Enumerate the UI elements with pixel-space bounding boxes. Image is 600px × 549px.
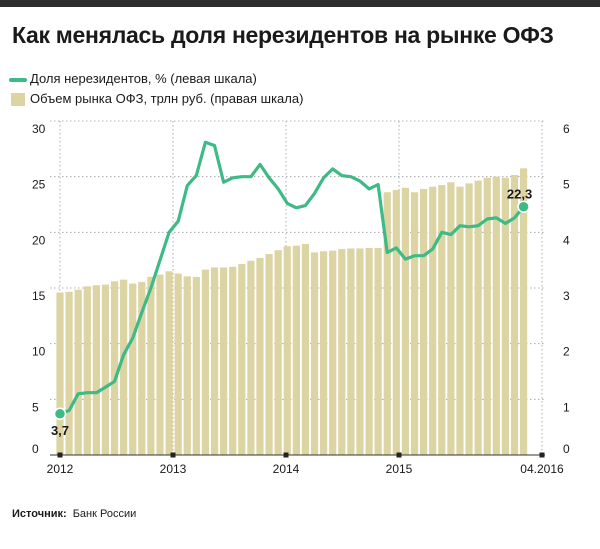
left-axis-tick-label: 15 xyxy=(32,289,46,303)
left-axis-tick-label: 25 xyxy=(32,178,46,192)
x-axis-tick-label: 2013 xyxy=(160,462,187,476)
volume-bar xyxy=(110,281,119,455)
data-label: 22,3 xyxy=(507,187,532,202)
legend-line-swatch xyxy=(9,78,27,82)
x-axis-tick-label: 2012 xyxy=(47,462,74,476)
volume-bar xyxy=(183,276,191,455)
volume-bar xyxy=(101,284,110,455)
volume-bar xyxy=(83,286,91,455)
left-axis-tick-label: 20 xyxy=(32,233,46,247)
volume-bar xyxy=(492,176,500,455)
volume-bar xyxy=(174,273,182,455)
volume-bar xyxy=(410,192,419,455)
left-axis-tick-label: 30 xyxy=(32,122,46,136)
volume-bar xyxy=(420,188,428,455)
volume-bar xyxy=(238,264,246,455)
right-axis-tick-label: 5 xyxy=(563,178,570,192)
source-note: Источник: Банк России xyxy=(12,508,136,520)
volume-bar xyxy=(147,276,155,455)
volume-bar xyxy=(510,174,519,455)
volume-bar xyxy=(465,183,473,455)
left-axis-tick-label: 0 xyxy=(32,442,39,456)
volume-bar xyxy=(283,246,291,455)
volume-bar xyxy=(501,177,510,455)
volume-bar xyxy=(120,279,128,455)
volume-bar xyxy=(165,271,173,455)
volume-bar xyxy=(74,289,82,455)
volume-bar xyxy=(229,266,237,455)
volume-bar xyxy=(483,177,491,455)
volume-bar xyxy=(220,267,228,455)
volume-bar xyxy=(138,281,146,455)
right-axis-tick-label: 0 xyxy=(563,442,570,456)
volume-bar xyxy=(256,257,264,455)
line-end-marker xyxy=(517,200,530,213)
volume-bar xyxy=(56,292,64,455)
volume-bar xyxy=(310,252,319,455)
left-axis-tick-label: 5 xyxy=(32,400,39,414)
volume-bar xyxy=(429,186,437,456)
legend-bar-swatch xyxy=(11,93,25,106)
right-axis-tick-label: 3 xyxy=(563,289,570,303)
right-axis-tick-label: 2 xyxy=(563,345,570,359)
x-axis-tick-mark xyxy=(170,452,176,458)
x-axis-tick-mark xyxy=(396,452,402,458)
legend-item-nonresident-share: Доля нерезидентов, % (левая шкала) xyxy=(9,71,257,86)
volume-bar xyxy=(129,283,137,455)
source-text: Банк России xyxy=(72,508,137,520)
volume-bar xyxy=(265,254,273,455)
volume-bar xyxy=(365,247,373,455)
line-end-marker xyxy=(53,407,67,421)
chart-title: Как менялась доля нерезидентов на рынке … xyxy=(12,22,554,48)
volume-bar xyxy=(356,248,364,455)
volume-bar xyxy=(474,180,482,455)
volume-bar xyxy=(438,185,446,455)
x-axis-tick-label: 2015 xyxy=(386,462,413,476)
volume-bar xyxy=(292,245,300,455)
left-axis-tick-label: 10 xyxy=(32,345,46,359)
x-axis-tick-mark xyxy=(57,452,63,458)
legend-item-ofz-volume: Объем рынка ОФЗ, трлн руб. (правая шкала… xyxy=(11,91,304,106)
right-axis-tick-label: 1 xyxy=(563,400,570,414)
right-axis-tick-label: 6 xyxy=(563,122,570,136)
volume-bar xyxy=(210,267,219,455)
legend-label-nonresident-share: Доля нерезидентов, % (левая шкала) xyxy=(30,71,257,86)
volume-bar xyxy=(392,190,400,455)
volume-bar xyxy=(329,250,337,455)
top-accent-bar xyxy=(0,0,600,7)
volume-bar xyxy=(274,250,282,455)
volume-bar xyxy=(447,182,455,455)
volume-bar xyxy=(156,274,164,455)
volume-bar xyxy=(338,249,346,455)
x-axis-tick-mark xyxy=(539,452,545,458)
volume-bar xyxy=(92,285,100,455)
volume-bar xyxy=(65,291,73,455)
legend-label-ofz-volume: Объем рынка ОФЗ, трлн руб. (правая шкала… xyxy=(30,91,304,106)
x-axis-tick-mark xyxy=(283,452,289,458)
volume-bar xyxy=(201,269,210,455)
volume-bar xyxy=(247,260,255,455)
volume-bar xyxy=(456,186,464,456)
volume-bar xyxy=(374,247,382,455)
x-axis-tick-label: 04.2016 xyxy=(520,462,564,476)
volume-bar xyxy=(401,187,410,456)
volume-bar xyxy=(320,251,328,455)
volume-bar xyxy=(383,192,391,455)
x-axis-tick-label: 2014 xyxy=(273,462,300,476)
volume-bar xyxy=(192,276,200,455)
right-axis-tick-label: 4 xyxy=(563,233,570,247)
data-label: 3,7 xyxy=(51,423,69,438)
volume-bar xyxy=(301,244,310,455)
source-label: Источник: xyxy=(12,508,67,520)
nonresident-share-line xyxy=(58,140,526,416)
volume-bar xyxy=(519,168,528,456)
volume-bar xyxy=(347,248,355,455)
